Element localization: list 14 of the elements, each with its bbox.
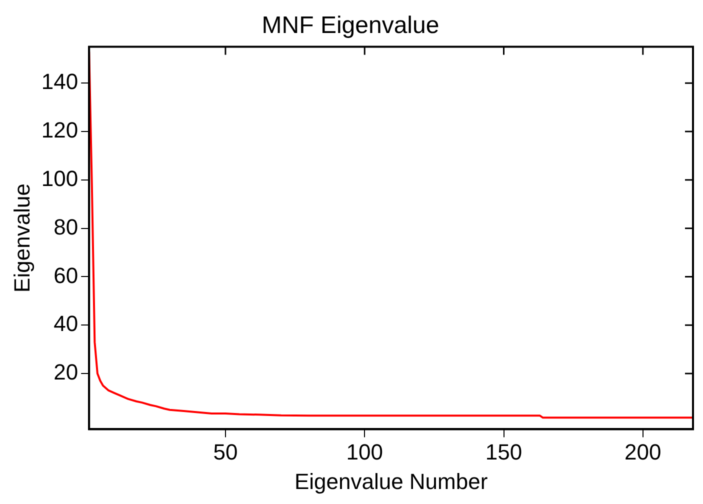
y-tick-label: 20 — [54, 360, 78, 385]
chart-title: MNF Eigenvalue — [262, 12, 440, 40]
y-tick-label: 100 — [41, 166, 78, 191]
x-tick-label: 100 — [346, 439, 383, 464]
x-axis-title: Eigenvalue Number — [294, 468, 488, 494]
x-tick-label: 150 — [485, 439, 522, 464]
y-axis-title: Eigenvalue — [9, 184, 34, 292]
y-tick-label: 60 — [54, 262, 78, 288]
x-tick-label: 50 — [213, 439, 238, 464]
x-tick-label: 200 — [624, 439, 662, 464]
y-tick-label: 120 — [41, 118, 78, 143]
y-tick-label: 140 — [41, 69, 78, 94]
y-tick-label: 80 — [54, 214, 78, 240]
y-tick-label: 40 — [54, 311, 78, 336]
